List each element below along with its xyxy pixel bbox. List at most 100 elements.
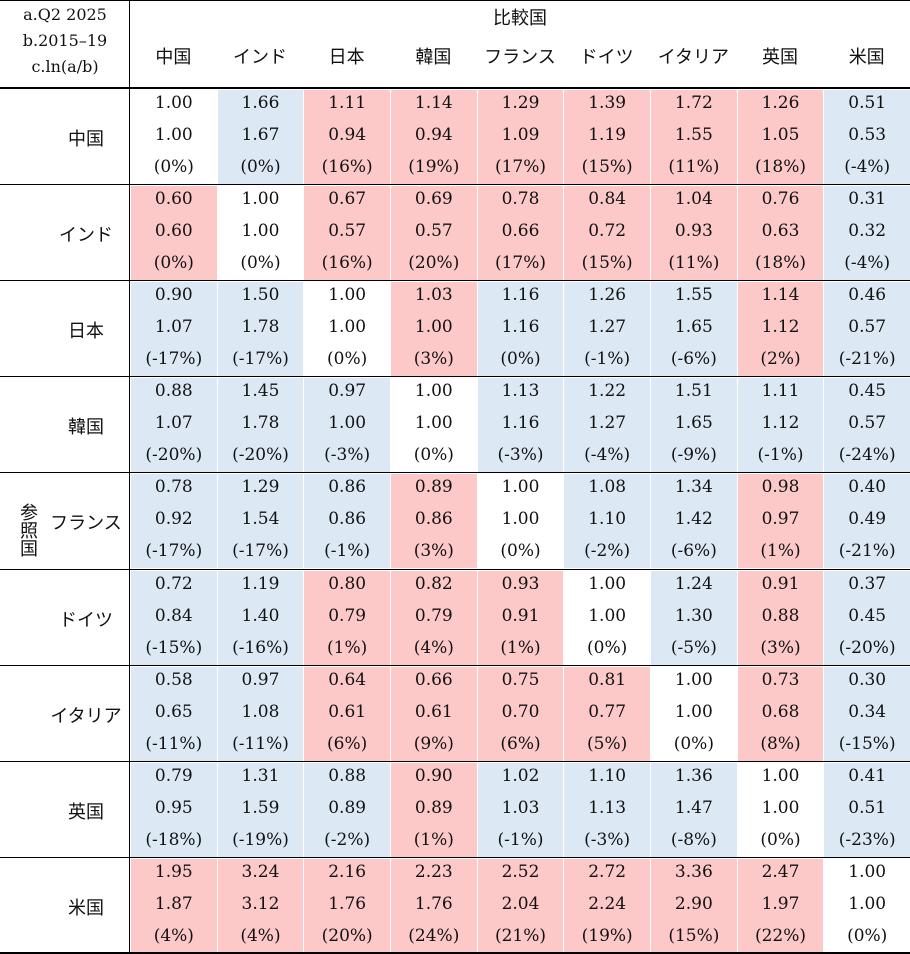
cell-value-b: 1.13 [588,797,627,818]
table-cell: 0.80 0.79 (1%) [304,570,390,665]
legend-a: a.Q2 2025 [23,5,107,24]
cell-value-b: 1.67 [241,125,280,145]
horizontal-rule [0,280,910,282]
cell-value-a: 1.34 [674,477,713,498]
table-cell: 0.31 0.32 (-4%) [824,186,910,281]
horizontal-rule [0,760,910,762]
cell-value-b: 1.87 [154,893,193,914]
table-cell: 0.40 0.49 (-21%) [824,474,910,569]
cell-value-b: 0.94 [328,125,367,145]
table-cell: 1.00 1.00 (0%) [304,282,390,377]
cell-value-c: (-17%) [145,541,203,562]
cell-value-c: (3%) [413,541,454,562]
table-cell: 0.69 0.57 (20%) [391,186,477,281]
cell-value-a: 1.10 [588,765,627,786]
cell-value-c: (9%) [413,733,454,754]
table-cell: 1.08 1.10 (-2%) [564,474,650,569]
table-cell: 0.97 1.08 (-11%) [217,666,304,761]
table-cell: 0.72 0.84 (-15%) [131,570,217,665]
cell-value-a: 0.66 [414,669,453,690]
cell-value-a: 1.08 [588,477,627,498]
cell-value-c: (1%) [327,637,368,658]
table-cell: 1.72 1.55 (11%) [651,90,737,185]
cell-value-a: 0.80 [328,573,367,594]
cell-value-a: 0.75 [501,669,540,690]
cell-value-a: 2.52 [501,861,540,882]
table-cell: 0.60 0.60 (0%) [131,186,217,281]
column-header: 米国 [848,47,885,68]
cell-value-a: 0.97 [328,381,367,402]
table-cell: 1.95 1.87 (4%) [131,858,217,953]
cell-value-b: 0.79 [328,605,367,626]
table-cell: 0.78 0.92 (-17%) [131,474,217,569]
reference-country-label: 参照国 [17,503,38,557]
table-cell: 1.04 0.93 (11%) [651,186,737,281]
cell-value-c: (-11%) [145,733,203,754]
cell-value-b: 1.65 [674,413,713,434]
cell-value-a: 1.11 [761,381,800,402]
horizontal-rule [0,952,910,954]
table-cell: 1.19 1.40 (-16%) [217,570,304,665]
cell-value-b: 1.03 [501,797,540,818]
cell-value-a: 1.16 [501,285,540,306]
table-cell: 1.29 1.54 (-17%) [217,474,304,569]
table-cell: 1.00 1.00 (0%) [824,858,910,953]
cell-value-b: 0.95 [154,797,193,818]
cell-value-c: (6%) [500,733,541,754]
cell-value-b: 0.60 [154,221,193,242]
cell-value-c: (-23%) [838,829,896,850]
cell-value-c: (-16%) [232,637,289,658]
table-cell: 1.03 1.00 (3%) [391,282,477,377]
table-cell: 1.26 1.05 (18%) [737,90,824,185]
cell-value-c: (-1%) [584,349,631,370]
cell-value-b: 0.88 [761,605,800,626]
cell-value-c: (19%) [408,157,460,177]
cell-value-c: (19%) [581,925,633,946]
cell-value-a: 0.82 [414,573,453,594]
cell-value-a: 0.91 [761,573,800,594]
cell-value-c: (17%) [494,253,547,274]
cell-value-b: 1.54 [241,509,280,530]
table-cell: 0.86 0.86 (-1%) [304,474,390,569]
cell-value-c: (-6%) [670,349,717,370]
cell-value-b: 0.34 [848,701,887,722]
table-cell: 0.88 0.89 (-2%) [304,762,390,857]
cell-value-c: (24%) [408,925,460,946]
table-cell: 2.72 2.24 (19%) [564,858,650,953]
cell-value-b: 1.00 [241,221,280,242]
cell-value-a: 0.79 [154,765,193,786]
cell-value-c: (16%) [321,157,373,177]
cell-value-c: (-20%) [838,637,896,658]
cell-value-c: (20%) [321,925,373,946]
cell-value-b: 1.19 [588,125,627,145]
cell-value-c: (1%) [500,637,541,658]
cell-value-b: 1.55 [674,125,713,145]
cell-value-b: 1.76 [414,893,453,914]
cell-value-a: 1.45 [241,381,280,402]
cell-value-c: (-3%) [497,445,544,466]
table-cell: 2.16 1.76 (20%) [304,858,390,953]
table-cell: 1.00 1.00 (0%) [131,90,217,185]
cell-value-a: 0.67 [328,189,367,210]
cell-value-b: 0.57 [848,413,887,434]
cell-value-a: 1.24 [674,573,713,594]
cell-value-a: 0.64 [328,669,367,690]
cell-value-c: (-8%) [670,829,717,850]
cell-value-a: 2.72 [588,861,627,882]
table-cell: 1.00 1.00 (0%) [564,570,650,665]
cell-value-c: (-4%) [584,445,631,466]
table-cell: 1.55 1.65 (-6%) [651,282,737,377]
table-cell: 0.41 0.51 (-23%) [824,762,910,857]
cell-value-a: 1.50 [241,285,280,306]
cell-value-a: 0.93 [501,573,540,594]
cell-value-c: (-19%) [232,829,289,850]
cell-value-a: 1.19 [241,573,280,594]
cell-value-b: 1.09 [501,125,540,145]
cell-value-b: 1.05 [761,125,800,145]
cell-value-c: (15%) [668,925,720,946]
table-cell: 1.10 1.13 (-3%) [564,762,650,857]
cell-value-a: 1.02 [501,765,540,786]
cell-value-c: (5%) [587,733,628,754]
cell-value-c: (18%) [754,253,807,274]
